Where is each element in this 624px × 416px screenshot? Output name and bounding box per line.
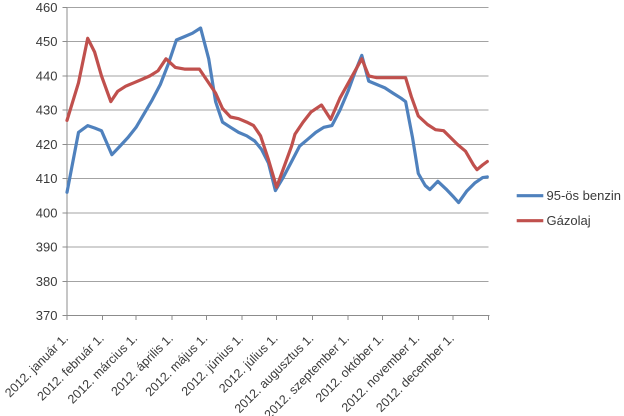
y-tick-label: 410 [36,171,58,186]
y-axis-labels-group: 370 380 390 400 410 420 430 440 450 460 [36,0,58,323]
legend-label: Gázolaj [547,213,591,228]
y-tick-label: 420 [36,137,58,152]
x-tick-label: 2012. május 1. [143,331,211,399]
y-tick-label: 440 [36,68,58,83]
y-tick-label: 460 [36,0,58,15]
y-tick-label: 400 [36,205,58,220]
x-axis-ticks-group [66,315,489,320]
series-line-gazolaj [65,36,489,189]
gridlines-group [67,7,489,316]
legend: 95-ös benzin Gázolaj [516,188,621,228]
series-line-benzin [65,26,489,205]
y-tick-label: 370 [36,308,58,323]
x-axis-labels-group: 2012. január 1.2012. február 1.2012. már… [2,331,457,416]
legend-item-benzin: 95-ös benzin [516,188,621,203]
legend-label: 95-ös benzin [547,188,621,203]
x-tick-label: 2012. január 1. [2,331,71,400]
y-tick-label: 430 [36,103,58,118]
y-tick-label: 450 [36,34,58,49]
legend-item-gazolaj: Gázolaj [516,213,591,228]
y-tick-label: 380 [36,274,58,289]
y-axis-ticks-group [62,7,67,316]
y-tick-label: 390 [36,240,58,255]
